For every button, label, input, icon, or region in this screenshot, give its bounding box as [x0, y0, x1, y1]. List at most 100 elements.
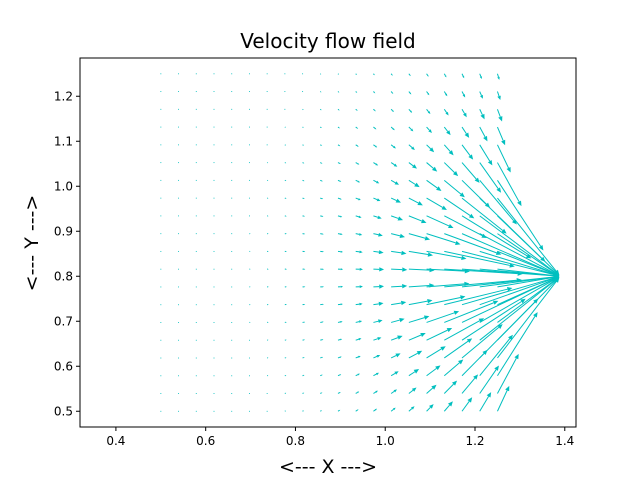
flow-arrow	[426, 295, 466, 306]
flow-arrow	[248, 162, 250, 164]
flow-arrow	[408, 91, 412, 95]
flow-arrow	[390, 389, 398, 394]
flow-arrow	[213, 304, 215, 306]
flow-arrow	[479, 91, 483, 99]
flow-arrow	[373, 390, 378, 394]
flow-arrow	[426, 404, 434, 412]
x-tick-label: 0.8	[286, 434, 305, 448]
flow-arrow	[320, 144, 323, 146]
flow-arrow	[444, 338, 473, 359]
flow-arrow	[231, 179, 233, 181]
flow-arrow	[461, 126, 470, 138]
flow-arrow	[267, 339, 269, 341]
flow-arrow	[231, 108, 233, 110]
flow-arrow	[319, 108, 322, 111]
flow-arrow	[160, 357, 162, 359]
flow-arrow	[266, 393, 268, 394]
flow-arrow	[231, 322, 233, 323]
flow-arrow	[337, 91, 340, 93]
flow-arrow	[248, 197, 250, 199]
flow-arrow	[178, 286, 180, 288]
flow-arrow	[302, 126, 304, 128]
flow-arrow	[248, 73, 250, 75]
flow-arrow	[302, 144, 305, 146]
flow-arrow	[178, 375, 180, 377]
flow-arrow	[195, 179, 197, 181]
flow-arrow	[461, 109, 467, 118]
flow-arrow	[391, 250, 407, 256]
y-tick-label: 1.2	[54, 89, 73, 103]
flow-arrow	[373, 179, 380, 184]
flow-arrow	[267, 286, 269, 288]
flow-arrow	[231, 197, 233, 199]
flow-arrow	[160, 268, 162, 270]
flow-arrow	[408, 299, 433, 306]
flow-arrow	[266, 144, 268, 146]
flow-arrow	[284, 126, 286, 128]
flow-arrow	[444, 250, 515, 268]
flow-arrow	[355, 355, 361, 359]
flow-arrow	[426, 215, 454, 229]
flow-arrow	[320, 179, 323, 182]
flow-arrow	[355, 285, 363, 289]
x-tick-label: 1.0	[376, 434, 395, 448]
flow-arrow	[408, 144, 415, 151]
flow-arrow	[408, 73, 411, 77]
flow-arrow	[497, 312, 538, 376]
flow-arrow	[231, 410, 233, 412]
x-tick-label: 1.4	[555, 434, 574, 448]
flow-arrow	[496, 126, 506, 146]
flow-arrow	[266, 73, 268, 75]
flow-arrow	[355, 91, 358, 93]
flow-arrow	[355, 338, 362, 341]
flow-arrow	[284, 321, 287, 323]
x-tick-label: 1.2	[465, 434, 484, 448]
flow-arrow	[213, 215, 215, 217]
flow-arrow	[444, 318, 485, 341]
flow-arrow	[373, 144, 378, 148]
flow-arrow	[373, 250, 384, 255]
flow-arrow	[426, 179, 442, 191]
flow-arrow	[195, 197, 197, 199]
flow-arrow	[213, 250, 215, 252]
flow-arrow	[497, 197, 560, 276]
flow-arrow	[337, 374, 342, 377]
flow-arrow	[390, 144, 396, 149]
flow-arrow	[266, 357, 269, 359]
flow-arrow	[178, 250, 180, 252]
flow-arrow	[231, 375, 233, 377]
flow-arrow	[337, 179, 342, 182]
flow-arrow	[391, 267, 408, 272]
flow-arrow	[355, 233, 363, 236]
flow-arrow	[426, 197, 447, 210]
flow-arrow	[373, 108, 376, 112]
flow-arrow	[408, 162, 417, 169]
flow-arrow	[178, 357, 180, 359]
flow-arrow	[461, 397, 473, 412]
flow-arrow	[320, 286, 324, 288]
flow-arrow	[337, 144, 341, 147]
flow-arrow	[373, 319, 383, 324]
flow-arrow	[426, 162, 438, 172]
flow-arrow	[231, 250, 233, 252]
flow-arrow	[479, 144, 493, 166]
flow-arrow	[284, 250, 287, 252]
flow-arrow	[231, 268, 233, 270]
flow-arrow	[195, 108, 197, 110]
y-axis-ticks: 0.5 0.6 0.7 0.8 0.9 1.0 1.1 1.2	[54, 89, 80, 418]
flow-arrow	[355, 250, 363, 254]
flow-arrow	[160, 197, 162, 199]
flow-arrow	[195, 339, 197, 341]
flow-arrow	[337, 126, 340, 129]
flow-arrow	[178, 108, 180, 110]
flow-arrow	[426, 310, 460, 323]
flow-arrow	[426, 108, 431, 115]
y-tick-label: 0.5	[54, 404, 73, 418]
flow-arrow	[337, 162, 341, 165]
flow-arrow	[408, 197, 423, 206]
flow-arrow	[426, 346, 446, 359]
flow-arrow	[355, 179, 361, 183]
flow-arrow	[195, 268, 197, 270]
flow-arrow	[408, 387, 417, 394]
flow-arrow	[390, 335, 403, 341]
